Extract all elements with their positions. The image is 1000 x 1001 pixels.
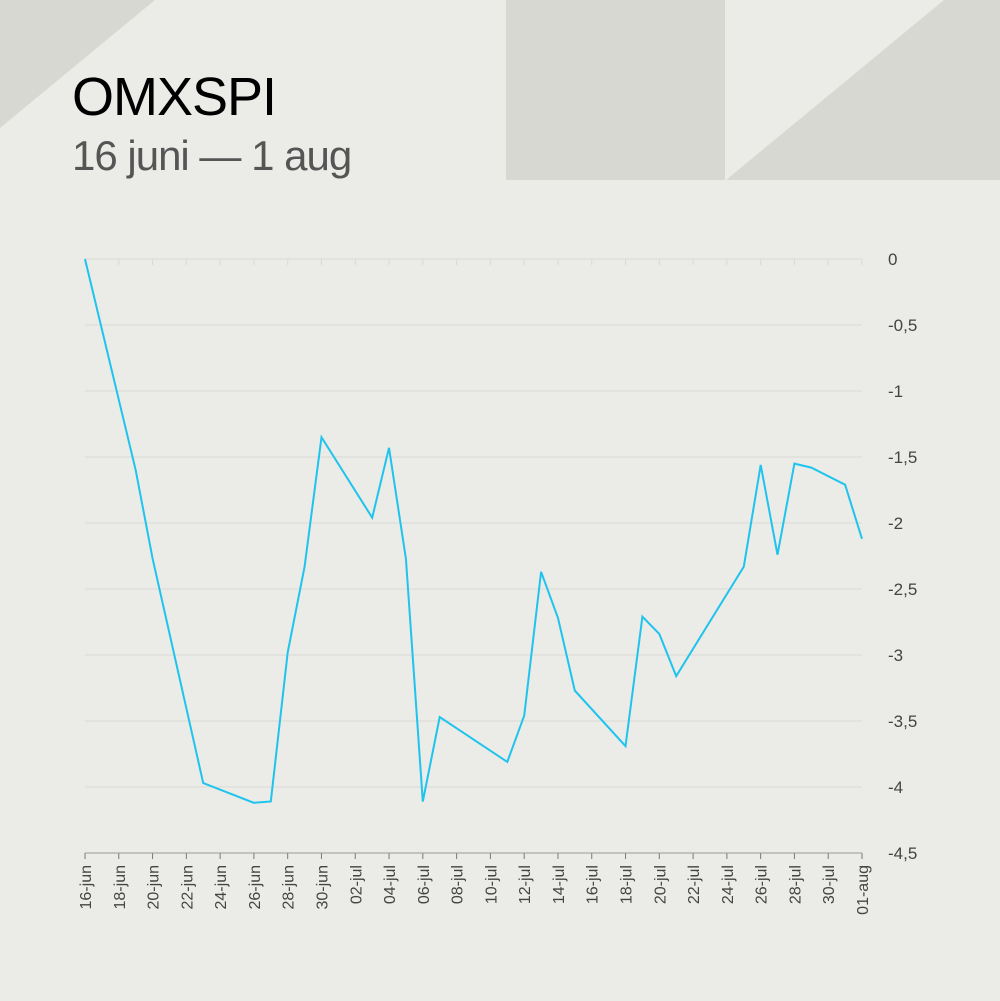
- y-tick-label: 0: [888, 250, 897, 269]
- x-tick-label: 26-jun: [247, 865, 264, 909]
- x-tick-label: 18-jun: [112, 865, 129, 909]
- series-line: [84, 258, 863, 804]
- chart-subtitle: 16 juni — 1 aug: [72, 132, 352, 179]
- x-tick-label: 16-jun: [78, 865, 95, 909]
- x-tick-label: 20-jul: [652, 865, 669, 904]
- y-tick-label: -2: [888, 514, 903, 533]
- x-tick-label: 01-aug: [855, 865, 872, 915]
- x-tick-label: 06-jul: [416, 865, 433, 904]
- x-tick-label: 28-jun: [281, 865, 298, 909]
- y-tick-label: -3: [888, 646, 903, 665]
- y-tick-label: -1,5: [888, 448, 917, 467]
- chart-title: OMXSPI: [72, 67, 277, 127]
- y-tick-label: -4,5: [888, 844, 917, 863]
- y-tick-label: -0,5: [888, 316, 917, 335]
- x-tick-label: 30-jun: [314, 865, 331, 909]
- x-tick-label: 10-jul: [483, 865, 500, 904]
- series-layer: [84, 258, 863, 804]
- x-tick-label: 24-jul: [720, 865, 737, 904]
- x-tick-label: 02-jul: [348, 865, 365, 904]
- y-tick-label: -2,5: [888, 580, 917, 599]
- x-tick-label: 24-jun: [213, 865, 230, 909]
- x-tick-label: 12-jul: [517, 865, 534, 904]
- x-tick-label: 16-jul: [585, 865, 602, 904]
- x-tick-label: 26-jul: [754, 865, 771, 904]
- y-axis: 0 -0,5 -1 -1,5 -2 -2,5 -3 -3,5 -4 -4,5: [888, 250, 917, 863]
- y-tick-label: -4: [888, 778, 903, 797]
- x-tick-label: 20-jun: [146, 865, 163, 909]
- x-tick-label: 22-jul: [686, 865, 703, 904]
- x-tick-label: 18-jul: [619, 865, 636, 904]
- x-tick-label: 14-jul: [551, 865, 568, 904]
- x-tick-label: 04-jul: [382, 865, 399, 904]
- x-tick-label: 30-jul: [821, 865, 838, 904]
- decor-triangle-left: [0, 0, 155, 128]
- decor-triangle-right: [726, 0, 1000, 180]
- decor-block: [506, 0, 725, 180]
- y-tick-label: -1: [888, 382, 903, 401]
- y-tick-label: -3,5: [888, 712, 917, 731]
- x-tick-label: 22-jun: [179, 865, 196, 909]
- x-axis: 16-jun 18-jun 20-jun 22-jun 24-jun 26-jun 28-j…: [78, 852, 872, 915]
- x-tick-label: 28-jul: [787, 865, 804, 904]
- x-tick-label: 08-jul: [450, 865, 467, 904]
